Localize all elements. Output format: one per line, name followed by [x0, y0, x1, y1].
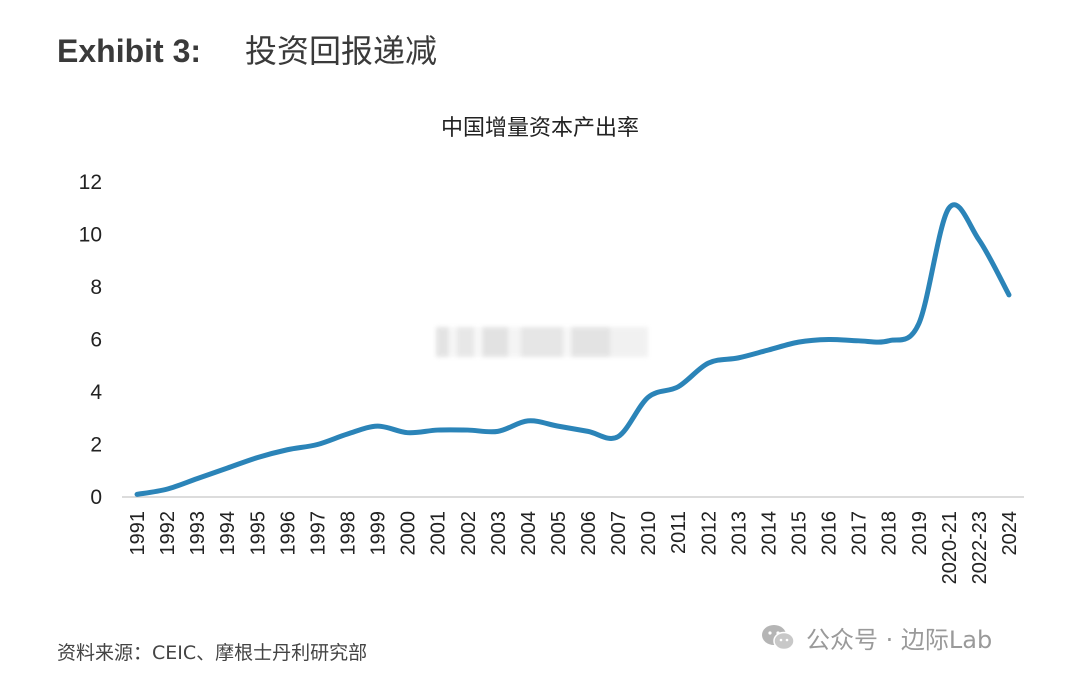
watermark-text: 公众号 · 边际Lab	[806, 626, 993, 654]
x-tick-label: 2011	[668, 511, 690, 554]
x-tick-label: 2020-21	[939, 511, 961, 584]
x-tick-label: 2004	[518, 511, 540, 556]
x-tick-label: 2000	[398, 511, 420, 556]
x-tick-label: 1992	[157, 511, 179, 556]
y-tick-label: 2	[90, 434, 102, 457]
x-tick-label: 1999	[368, 511, 390, 556]
x-tick-label: 2005	[548, 511, 570, 556]
x-tick-label: 2006	[578, 511, 600, 556]
y-axis-ticks: 0 2 4 6 8 10 12	[79, 171, 103, 509]
x-tick-label: 2018	[879, 511, 901, 556]
y-tick-label: 6	[90, 329, 102, 352]
series-line	[134, 202, 1012, 497]
exhibit-label: Exhibit 3:	[57, 33, 202, 69]
y-tick-label: 0	[90, 486, 102, 509]
x-axis-ticks: 1991 1992 1993 1994 1995 1996 1997 1998 1999 2000…	[127, 511, 1021, 584]
x-tick-label: 2015	[789, 511, 811, 556]
y-tick-label: 10	[79, 224, 102, 247]
x-tick-label: 2003	[488, 511, 510, 555]
x-tick-label: 2013	[728, 511, 750, 556]
x-tick-label: 2012	[698, 511, 720, 556]
x-tick-label: 2007	[608, 511, 630, 556]
exhibit-heading: Exhibit 3: 投资回报递减	[57, 26, 437, 72]
exhibit-title: 投资回报递减	[245, 32, 438, 70]
x-tick-label: 2022-23	[969, 511, 991, 584]
x-tick-label: 1998	[338, 511, 360, 556]
x-tick-label: 1996	[277, 511, 299, 556]
x-tick-label: 2019	[909, 511, 931, 556]
x-tick-label: 1991	[127, 511, 149, 556]
x-tick-label: 2017	[849, 511, 871, 556]
y-tick-label: 4	[90, 381, 102, 404]
source-note: 资料来源：CEIC、摩根士丹利研究部	[57, 642, 368, 664]
x-tick-label: 2001	[428, 511, 450, 556]
x-tick-label: 2002	[458, 511, 480, 556]
y-tick-label: 8	[90, 276, 102, 299]
x-tick-label: 2024	[999, 511, 1021, 556]
x-tick-label: 2014	[758, 511, 780, 556]
chart-title: 中国增量资本产出率	[440, 116, 639, 141]
y-tick-label: 12	[79, 171, 102, 194]
x-tick-label: 1993	[187, 511, 209, 556]
x-tick-label: 1997	[307, 511, 329, 556]
x-tick-label: 2016	[819, 511, 841, 556]
x-tick-label: 2010	[638, 511, 660, 556]
x-tick-label: 1995	[247, 511, 269, 556]
wechat-icon	[762, 624, 795, 650]
x-tick-label: 1994	[217, 511, 239, 556]
blurred-overlay	[436, 327, 648, 357]
watermark: 公众号 · 边际Lab	[760, 620, 992, 655]
